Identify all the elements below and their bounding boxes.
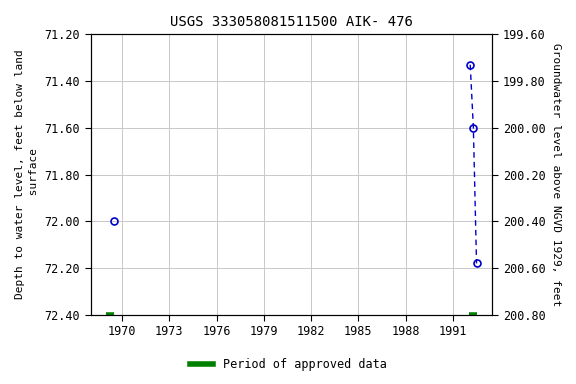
Y-axis label: Groundwater level above NGVD 1929, feet: Groundwater level above NGVD 1929, feet (551, 43, 561, 306)
Y-axis label: Depth to water level, feet below land
 surface: Depth to water level, feet below land su… (15, 50, 39, 300)
Legend: Period of approved data: Period of approved data (185, 354, 391, 376)
Title: USGS 333058081511500 AIK- 476: USGS 333058081511500 AIK- 476 (170, 15, 413, 29)
